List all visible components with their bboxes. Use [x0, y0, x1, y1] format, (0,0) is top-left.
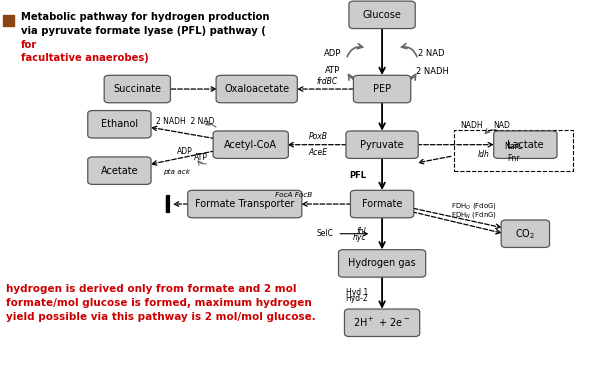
FancyBboxPatch shape [350, 190, 414, 218]
Text: Oxaloacetate: Oxaloacetate [224, 84, 290, 94]
FancyBboxPatch shape [213, 131, 288, 158]
Text: AceE: AceE [309, 148, 328, 157]
Text: ADP: ADP [324, 49, 341, 58]
Text: 2H$^+$ + 2e$^-$: 2H$^+$ + 2e$^-$ [353, 316, 411, 329]
Text: FDH$_O$ (FdoG): FDH$_O$ (FdoG) [451, 201, 497, 211]
FancyBboxPatch shape [346, 131, 418, 158]
Text: Hydrogen gas: Hydrogen gas [348, 259, 416, 268]
Text: Formate: Formate [362, 199, 402, 209]
FancyBboxPatch shape [501, 220, 549, 247]
Text: NADH: NADH [460, 121, 483, 130]
Text: hyc: hyc [352, 233, 366, 242]
Text: CO$_2$: CO$_2$ [515, 227, 536, 241]
Text: PEP: PEP [373, 84, 391, 94]
FancyBboxPatch shape [216, 75, 297, 103]
FancyBboxPatch shape [88, 111, 151, 138]
Text: hydrogen is derived only from formate and 2 mol
formate/mol glucose is formed, m: hydrogen is derived only from formate an… [6, 284, 316, 322]
FancyBboxPatch shape [349, 1, 416, 29]
Text: PFL: PFL [349, 171, 366, 180]
Text: NarL: NarL [504, 142, 522, 151]
Text: Succinate: Succinate [113, 84, 161, 94]
Text: fhl: fhl [356, 227, 366, 236]
Text: SelC: SelC [316, 229, 333, 238]
Text: Hyd 1: Hyd 1 [346, 288, 368, 297]
FancyBboxPatch shape [338, 250, 426, 277]
Text: Pyruvate: Pyruvate [360, 140, 404, 150]
Text: via pyruvate formate lyase (PFL) pathway (: via pyruvate formate lyase (PFL) pathway… [21, 26, 266, 36]
Text: Acetate: Acetate [100, 166, 139, 175]
Text: frdBC: frdBC [316, 77, 338, 86]
Text: Glucose: Glucose [362, 10, 402, 20]
Text: 2 NAD: 2 NAD [418, 49, 444, 58]
FancyBboxPatch shape [88, 157, 151, 184]
Text: FocA FocB: FocA FocB [275, 193, 312, 198]
Text: Hyd-2: Hyd-2 [345, 294, 368, 303]
Text: 2 NADH  2 NAD: 2 NADH 2 NAD [156, 117, 214, 126]
Bar [3, 15, 14, 26]
Text: ldh: ldh [478, 150, 490, 159]
Text: 2 NADH: 2 NADH [416, 67, 450, 76]
Text: Ethanol: Ethanol [101, 119, 138, 129]
Text: NAD: NAD [493, 121, 510, 130]
FancyBboxPatch shape [104, 75, 171, 103]
Text: ATP: ATP [325, 66, 340, 75]
Text: Formate Transporter: Formate Transporter [195, 199, 294, 209]
Text: Metabolic pathway for hydrogen production: Metabolic pathway for hydrogen productio… [21, 12, 269, 22]
FancyBboxPatch shape [494, 131, 557, 158]
FancyBboxPatch shape [344, 309, 420, 336]
Text: FDH$_N$ (FdnG): FDH$_N$ (FdnG) [451, 210, 497, 220]
Text: pta ack: pta ack [163, 169, 190, 175]
Text: PoxB: PoxB [309, 132, 328, 141]
Text: ATP: ATP [193, 153, 208, 162]
Text: ADP: ADP [177, 147, 193, 156]
Text: Lactate: Lactate [507, 140, 544, 150]
Text: Fnr: Fnr [507, 154, 519, 163]
Text: Acetyl-CoA: Acetyl-CoA [224, 140, 277, 150]
FancyBboxPatch shape [353, 75, 411, 103]
Text: for: for [21, 40, 37, 50]
Text: facultative anaerobes): facultative anaerobes) [21, 53, 149, 63]
FancyBboxPatch shape [187, 190, 302, 218]
